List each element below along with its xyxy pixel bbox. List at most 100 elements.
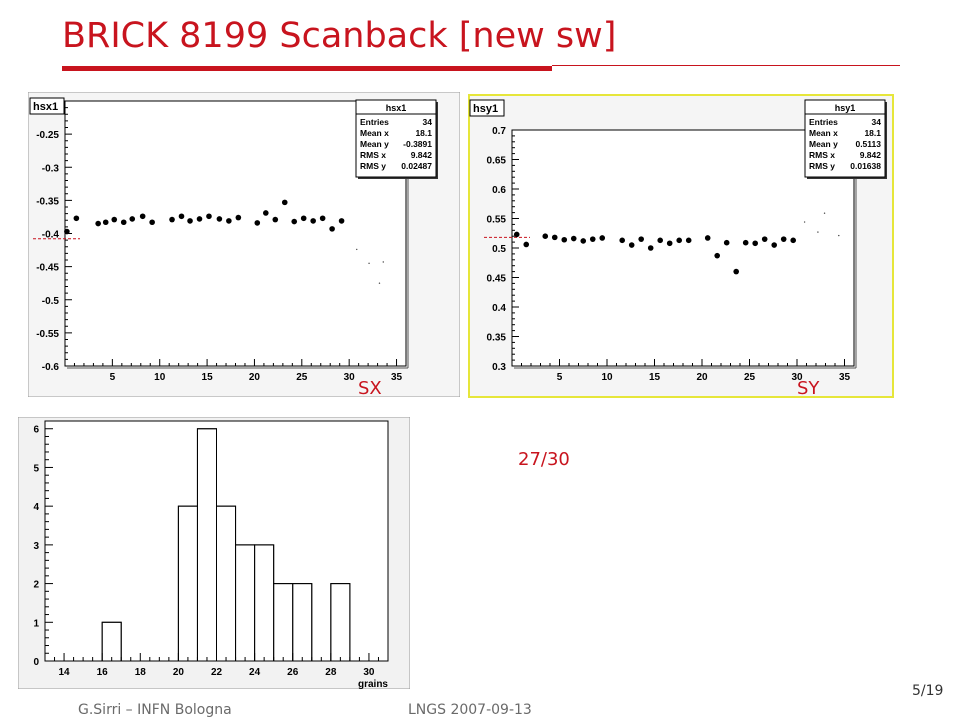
data-point [685, 237, 692, 244]
stats-value: 18.1 [864, 128, 881, 138]
data-point [310, 218, 316, 224]
x-tick-label: 24 [249, 667, 261, 678]
x-tick-label: 26 [287, 667, 299, 678]
data-point [95, 220, 101, 227]
data-point [676, 237, 682, 244]
minor-data-point [817, 231, 819, 233]
data-point [254, 220, 261, 226]
stats-key: Mean x [360, 128, 389, 138]
data-point [196, 216, 203, 222]
y-tick-label: -0.5 [42, 296, 60, 307]
data-point [111, 216, 118, 223]
stats-key: RMS y [809, 161, 835, 171]
data-point [73, 215, 80, 222]
data-point [628, 242, 635, 248]
x-tick-label: 35 [391, 372, 403, 383]
stats-value: -0.3891 [403, 139, 432, 149]
x-tick-label: 10 [601, 372, 613, 383]
stats-value: 18.1 [415, 128, 432, 138]
minor-data-point [803, 221, 806, 223]
x-tick-label: 20 [249, 372, 261, 383]
data-point [513, 231, 520, 238]
data-point [319, 215, 326, 222]
stats-value: 9.842 [411, 150, 433, 160]
sy-label: SY [797, 378, 820, 399]
x-tick-label: 20 [173, 667, 185, 678]
y-tick-label: -0.55 [36, 329, 59, 340]
stats-key: Mean y [809, 139, 838, 149]
data-point [752, 240, 758, 247]
slide-title: BRICK 8199 Scanback [new sw] [62, 16, 617, 56]
hsy1-plot: 0.3 0.35 0.4 0.45 0.5 0.55 0.6 0.65 0.7 5 10 15 20 25… [468, 94, 894, 398]
x-tick-label: 35 [839, 372, 851, 383]
y-tick-label: -0.6 [42, 362, 60, 373]
y-tick-label: 6 [33, 425, 39, 436]
plot-frame [64, 100, 407, 367]
stats-key: RMS x [809, 150, 835, 160]
stats-value: 34 [423, 117, 433, 127]
hist-name-box [469, 99, 505, 117]
data-point [580, 238, 587, 244]
stats-key: RMS x [360, 150, 386, 160]
data-point [589, 236, 596, 242]
y-tick-label: -0.4 [42, 230, 60, 241]
data-point [64, 228, 70, 235]
x-tick-label: 15 [202, 372, 214, 383]
stats-title: hsy1 [835, 103, 856, 113]
data-point [300, 215, 307, 222]
data-point [139, 213, 146, 220]
data-point [742, 239, 749, 246]
data-point [120, 219, 127, 226]
x-tick-label: 5 [557, 372, 563, 383]
minor-data-point [382, 261, 384, 263]
data-point [542, 233, 549, 239]
stats-value: 0.02487 [401, 161, 432, 171]
stats-key: RMS y [360, 161, 386, 171]
stats-key: Entries [360, 117, 389, 127]
y-tick-label: 0.7 [492, 126, 506, 137]
data-point [263, 210, 269, 216]
y-tick-label: 0.65 [487, 156, 507, 167]
stats-value: 9.842 [860, 150, 882, 160]
y-tick-label: 3 [33, 541, 39, 552]
data-point [329, 226, 335, 232]
x-tick-label: 10 [154, 372, 166, 383]
x-tick-label: 25 [744, 372, 756, 383]
x-tick-label: 5 [110, 372, 116, 383]
y-tick-label: 0 [33, 657, 39, 668]
y-tick-label: -0.25 [36, 130, 59, 141]
data-point [619, 237, 625, 244]
stats-value: 34 [872, 117, 882, 127]
x-tick-label: 15 [649, 372, 661, 383]
data-point [704, 235, 711, 241]
footer-author: G.Sirri – INFN Bologna [78, 702, 232, 718]
footer-event: LNGS 2007-09-13 [408, 702, 532, 718]
data-point [216, 216, 223, 222]
y-tick-label: -0.45 [36, 263, 59, 274]
data-point [149, 219, 155, 226]
data-point [187, 218, 193, 224]
data-point [102, 219, 109, 226]
y-tick-label: 0.3 [492, 362, 506, 373]
minor-data-point [378, 282, 381, 284]
y-tick-label: 0.55 [487, 215, 507, 226]
x-axis-label: grains [358, 679, 388, 689]
data-point [733, 268, 739, 275]
data-point [723, 239, 730, 246]
data-point [638, 236, 644, 242]
data-point [551, 234, 558, 241]
hist-name-box [29, 97, 65, 115]
data-point [226, 218, 232, 224]
data-point [599, 235, 606, 241]
plot-frame [511, 129, 855, 367]
y-tick-label: 2 [33, 580, 39, 591]
data-point [771, 242, 777, 248]
page-number: 5/19 [912, 683, 944, 699]
stats-box [804, 99, 886, 178]
efficiency-fraction: 27/30 [518, 449, 570, 470]
data-point [272, 216, 279, 223]
stats-key: Mean x [809, 128, 838, 138]
hsx1-plot: -0.6-0.55-0.5-0.45-0.4-0.35-0.3-0.25-0.2… [28, 92, 460, 397]
stats-box [355, 99, 437, 178]
data-point [169, 216, 175, 223]
